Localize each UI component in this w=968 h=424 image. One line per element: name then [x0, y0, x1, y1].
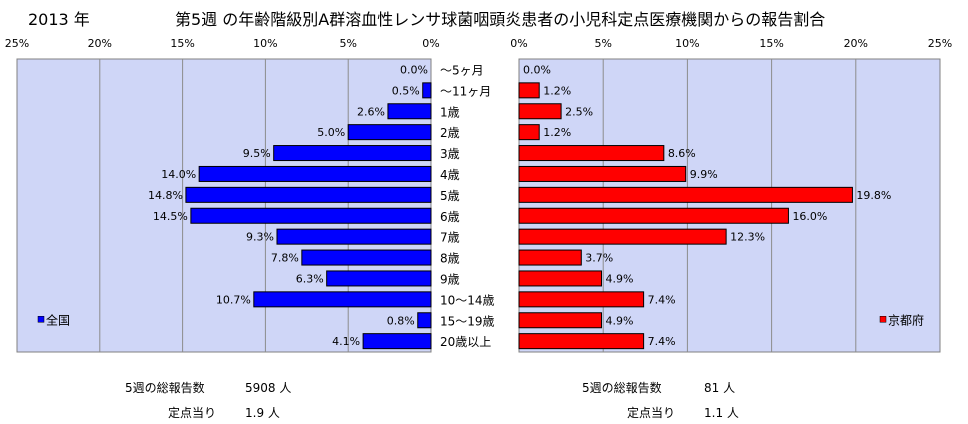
- national-tick-label: 5%: [339, 37, 356, 50]
- year-label: 2013 年: [28, 10, 90, 29]
- kyoto-data-label: 19.8%: [856, 189, 891, 202]
- kyoto-data-label: 8.6%: [668, 147, 696, 160]
- kyoto-plot-area: [518, 58, 941, 353]
- kyoto-bar: [518, 207, 789, 224]
- kyoto-data-label: 3.7%: [585, 252, 613, 265]
- national-data-label: 6.3%: [296, 272, 324, 285]
- kyoto-data-label: 1.2%: [543, 84, 571, 97]
- national-bar: [198, 165, 432, 182]
- national-bar: [417, 312, 432, 329]
- national-legend-swatch: [37, 316, 45, 323]
- age-category-label: 20歳以上: [440, 335, 491, 349]
- kyoto-data-label: 0.0%: [523, 63, 551, 76]
- kyoto-data-label: 4.9%: [606, 272, 634, 285]
- kyoto-bar: [518, 249, 582, 266]
- national-data-label: 7.8%: [271, 252, 299, 265]
- national-bar: [301, 249, 432, 266]
- kyoto-tick-label: 20%: [844, 37, 868, 50]
- age-category-label: 8歳: [440, 252, 460, 266]
- kyoto-tick-label: 5%: [594, 37, 611, 50]
- kyoto-bar: [518, 103, 562, 120]
- national-bar: [185, 186, 432, 203]
- kyoto-tick-label: 10%: [675, 37, 699, 50]
- kyoto-data-label: 1.2%: [543, 126, 571, 139]
- kyoto-data-label: 7.4%: [648, 293, 676, 306]
- kyoto-bar: [518, 228, 727, 245]
- national-bar: [190, 207, 432, 224]
- kyoto-bar: [518, 165, 687, 182]
- age-category-label: 9歳: [440, 272, 460, 286]
- kyoto-total-label: 5週の総報告数: [582, 381, 662, 395]
- national-data-label: 0.0%: [400, 63, 428, 76]
- kyoto-bar: [518, 82, 540, 99]
- kyoto-tick-label: 15%: [759, 37, 783, 50]
- kyoto-legend-swatch: [879, 316, 887, 323]
- age-category-label: 7歳: [440, 231, 460, 245]
- kyoto-total-value: 81 人: [704, 381, 736, 395]
- national-legend-label: 全国: [46, 312, 70, 327]
- national-bar: [276, 228, 432, 245]
- national-bar: [362, 333, 432, 350]
- national-tick-label: 20%: [88, 37, 112, 50]
- age-category-label: 5歳: [440, 189, 460, 203]
- national-plot-area: [16, 58, 432, 353]
- kyoto-tick-label: 25%: [928, 37, 952, 50]
- age-category-label: 10～14歳: [440, 293, 495, 307]
- kyoto-data-label: 2.5%: [565, 105, 593, 118]
- national-bar: [273, 145, 432, 162]
- age-category-label: 15～19歳: [440, 314, 495, 328]
- national-bar: [387, 103, 432, 120]
- age-category-label: 3歳: [440, 147, 460, 161]
- national-data-label: 0.8%: [387, 314, 415, 327]
- kyoto-bar: [518, 333, 645, 350]
- national-total-label: 5週の総報告数: [125, 381, 205, 395]
- kyoto-bar: [518, 124, 540, 141]
- national-data-label: 14.5%: [153, 210, 188, 223]
- kyoto-bar: [518, 270, 603, 287]
- kyoto-per-site-label: 定点当り: [627, 406, 676, 420]
- national-data-label: 2.6%: [357, 105, 385, 118]
- national-total-value: 5908 人: [245, 381, 292, 395]
- kyoto-data-label: 12.3%: [730, 231, 765, 244]
- national-data-label: 14.8%: [148, 189, 183, 202]
- national-per-site-label: 定点当り: [168, 406, 217, 420]
- kyoto-data-label: 9.9%: [690, 168, 718, 181]
- national-tick-label: 0%: [422, 37, 439, 50]
- national-data-label: 5.0%: [317, 126, 345, 139]
- kyoto-data-label: 4.9%: [606, 314, 634, 327]
- age-category-label: ～5ヶ月: [440, 63, 484, 77]
- chart-title: 第5週 の年齢階級別A群溶血性レンサ球菌咽頭炎患者の小児科定点医療機関からの報告…: [175, 10, 826, 29]
- national-data-label: 0.5%: [392, 84, 420, 97]
- national-bar: [347, 124, 432, 141]
- kyoto-bar: [518, 145, 665, 162]
- kyoto-bar: [518, 312, 603, 329]
- kyoto-legend-label: 京都府: [888, 312, 924, 327]
- national-tick-label: 10%: [253, 37, 277, 50]
- age-category-label: 4歳: [440, 168, 460, 182]
- national-bar: [422, 82, 432, 99]
- kyoto-per-site-value: 1.1 人: [704, 406, 739, 420]
- national-tick-label: 15%: [170, 37, 194, 50]
- kyoto-bar: [518, 186, 853, 203]
- kyoto-data-label: 16.0%: [792, 210, 827, 223]
- kyoto-tick-label: 0%: [510, 37, 527, 50]
- national-data-label: 9.5%: [243, 147, 271, 160]
- national-data-label: 10.7%: [216, 293, 251, 306]
- national-per-site-value: 1.9 人: [245, 406, 280, 420]
- national-data-label: 9.3%: [246, 231, 274, 244]
- age-category-label: ～11ヶ月: [440, 84, 491, 98]
- age-category-label: 2歳: [440, 126, 460, 140]
- national-bar: [326, 270, 432, 287]
- national-tick-label: 25%: [5, 37, 29, 50]
- age-category-label: 6歳: [440, 210, 460, 224]
- kyoto-bar: [518, 291, 645, 308]
- kyoto-data-label: 7.4%: [648, 335, 676, 348]
- national-data-label: 4.1%: [332, 335, 360, 348]
- age-category-label: 1歳: [440, 105, 460, 119]
- national-data-label: 14.0%: [161, 168, 196, 181]
- national-bar: [253, 291, 432, 308]
